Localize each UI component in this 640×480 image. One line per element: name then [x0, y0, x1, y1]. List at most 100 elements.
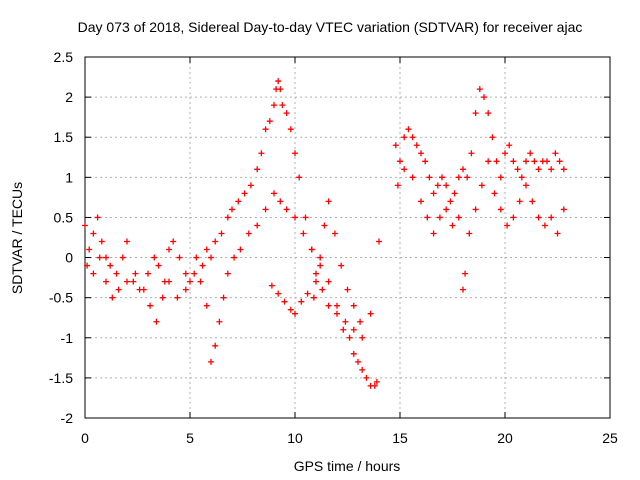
data-point [308, 246, 315, 253]
data-point [334, 310, 340, 317]
data-point [298, 298, 305, 305]
y-tick-label: -0.5 [49, 290, 73, 306]
data-point [140, 286, 147, 293]
data-point [556, 158, 563, 165]
data-point [531, 158, 538, 165]
y-tick-label: 1 [65, 169, 73, 185]
data-point [476, 86, 483, 93]
data-point [544, 158, 550, 165]
y-tick-label: -1.5 [49, 370, 73, 386]
data-point [523, 182, 529, 189]
data-point [277, 198, 284, 205]
series-3 [268, 198, 364, 325]
data-point [262, 126, 269, 133]
data-point [107, 262, 114, 269]
data-point [548, 214, 555, 221]
data-point [275, 290, 282, 297]
data-point [447, 198, 454, 205]
data-point [166, 246, 172, 253]
data-point [510, 158, 517, 165]
data-point [485, 158, 492, 165]
data-point [443, 206, 450, 213]
data-point [439, 174, 445, 181]
data-point [151, 254, 158, 261]
data-point [224, 214, 231, 221]
axis-ticks [84, 56, 611, 419]
data-point [355, 358, 361, 365]
x-tick-labels: 0 5 10 15 20 25 [81, 430, 618, 446]
data-point [422, 158, 429, 165]
data-point [430, 230, 437, 237]
data-point [325, 302, 332, 309]
data-point [409, 174, 416, 181]
data-point [124, 238, 130, 245]
y-tick-label: 0.5 [54, 209, 74, 225]
data-point [359, 334, 366, 341]
data-point [350, 350, 357, 357]
data-point [468, 150, 475, 157]
data-point [203, 246, 210, 253]
x-tick-label: 10 [287, 430, 303, 446]
data-point [212, 342, 219, 349]
chart-title: Day 073 of 2018, Sidereal Day-to-day VTE… [78, 19, 583, 35]
data-point [436, 214, 443, 221]
y-tick-labels: -2 -1.5 -1 -0.5 0 0.5 1 1.5 2 2.5 [49, 49, 73, 426]
data-point [84, 262, 91, 269]
data-point [472, 206, 479, 213]
x-tick-label: 15 [392, 430, 408, 446]
grid-lines [85, 57, 610, 418]
data-point [350, 326, 357, 333]
data-point [535, 214, 542, 221]
data-point [489, 134, 496, 141]
data-point [159, 294, 166, 301]
data-point [462, 270, 469, 277]
data-point [216, 318, 223, 325]
data-point [208, 358, 214, 365]
data-point [409, 134, 416, 141]
data-point [124, 278, 130, 285]
data-point [283, 206, 290, 213]
data-point [394, 182, 401, 189]
y-tick-label: -1 [61, 330, 74, 346]
data-point [346, 334, 353, 341]
data-point [321, 222, 328, 229]
data-point [506, 142, 513, 149]
data-point [497, 174, 504, 181]
data-point [231, 254, 238, 261]
data-point [485, 110, 492, 117]
y-tick-label: -2 [61, 410, 74, 426]
data-point [212, 238, 219, 245]
data-point [560, 206, 567, 213]
data-point [344, 286, 351, 293]
data-point [166, 278, 172, 285]
data-point [98, 238, 105, 245]
data-point [292, 310, 298, 317]
data-point [145, 270, 151, 277]
data-point [310, 294, 317, 301]
data-point [371, 382, 378, 389]
data-point [199, 262, 206, 269]
data-point [451, 190, 458, 197]
data-point [82, 222, 88, 229]
series-5 [394, 158, 567, 293]
data-point [527, 150, 534, 157]
data-point [313, 278, 319, 285]
data-point [529, 198, 536, 205]
data-point [208, 254, 214, 261]
data-point [94, 214, 101, 221]
data-point [296, 174, 303, 181]
data-point [560, 166, 567, 173]
data-point [376, 238, 382, 245]
data-point [155, 262, 162, 269]
data-point [418, 150, 424, 157]
data-point [268, 282, 275, 289]
data-point [153, 318, 160, 325]
data-point [174, 294, 181, 301]
data-point [401, 134, 408, 141]
data-point [424, 214, 431, 221]
data-point [313, 270, 319, 277]
x-tick-label: 5 [186, 430, 194, 446]
data-point [460, 166, 466, 173]
data-point [523, 158, 529, 165]
plot-frame [84, 56, 611, 419]
